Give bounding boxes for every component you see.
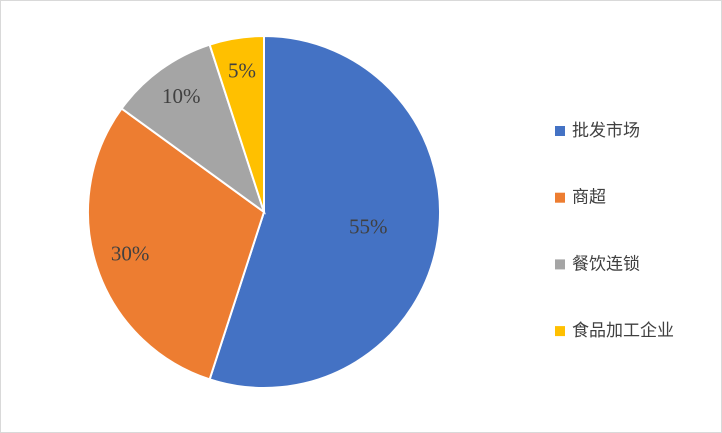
legend-swatch xyxy=(555,126,565,136)
legend-label: 批发市场 xyxy=(572,121,640,141)
data-label: 10% xyxy=(162,84,201,108)
legend-label: 商超 xyxy=(572,188,606,208)
data-label: 5% xyxy=(228,59,256,83)
pie-slice xyxy=(87,107,266,381)
data-label: 55% xyxy=(349,214,388,238)
legend-label: 食品加工企业 xyxy=(572,321,674,341)
pie-slice xyxy=(120,43,266,215)
legend-label: 餐饮连锁 xyxy=(572,254,640,274)
data-label: 30% xyxy=(111,241,150,265)
pie-slice xyxy=(208,34,441,389)
legend-swatch xyxy=(555,192,565,203)
legend-swatch xyxy=(555,326,565,337)
legend-swatch xyxy=(555,259,565,270)
pie-slice xyxy=(208,34,265,213)
